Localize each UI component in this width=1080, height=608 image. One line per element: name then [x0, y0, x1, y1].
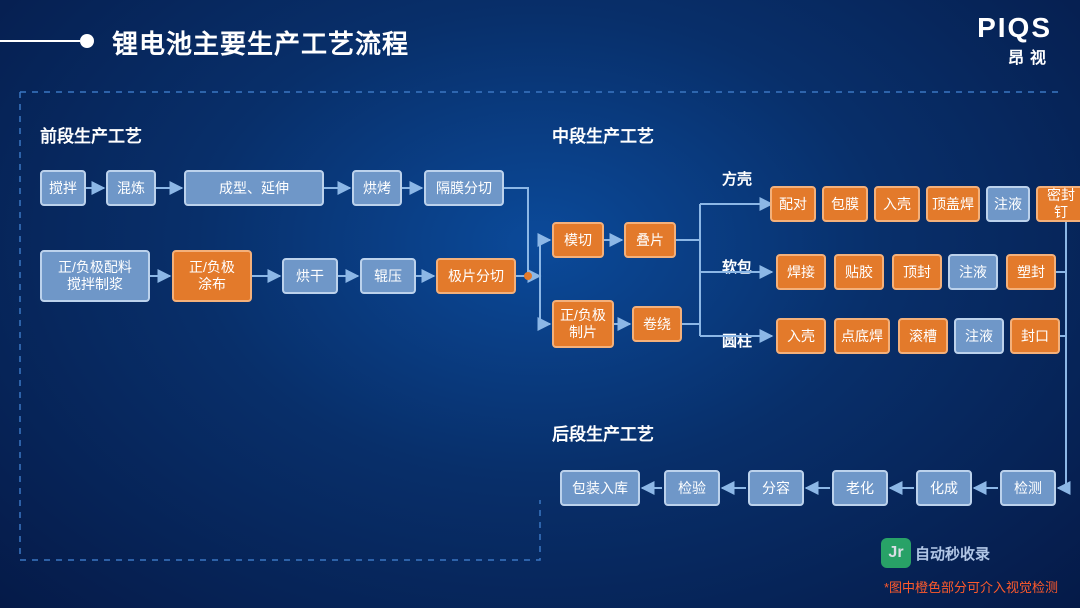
node-r2x: 贴胶 — [834, 254, 884, 290]
brand-logo-sub: 昂视 — [977, 44, 1052, 68]
node-hl: 混炼 — [106, 170, 156, 206]
page-title: 锂电池主要生产工艺流程 — [112, 24, 409, 61]
node-pl: 正/负极配料搅拌制浆 — [40, 250, 150, 302]
branch-fang: 方壳 — [722, 168, 752, 189]
node-fang2: 入壳 — [874, 186, 920, 222]
node-r3x: 顶封 — [892, 254, 942, 290]
node-r4x: 注液 — [948, 254, 998, 290]
node-fang4: 注液 — [986, 186, 1030, 222]
node-y2: 点底焊 — [834, 318, 890, 354]
node-b6: 包装入库 — [560, 470, 640, 506]
node-gmfq: 隔膜分切 — [424, 170, 504, 206]
node-jb: 搅拌 — [40, 170, 86, 206]
branch-yuan: 圆柱 — [722, 330, 752, 351]
node-jpfq: 极片分切 — [436, 258, 516, 294]
node-dp: 叠片 — [624, 222, 676, 258]
node-b4: 分容 — [748, 470, 804, 506]
header-rule — [0, 40, 80, 42]
node-zfjzp: 正/负极制片 — [552, 300, 614, 348]
brand-logo-text: PIQS — [977, 14, 1052, 42]
node-fang0: 配对 — [770, 186, 816, 222]
node-y1: 入壳 — [776, 318, 826, 354]
node-cxys: 成型、延伸 — [184, 170, 324, 206]
node-y5: 封口 — [1010, 318, 1060, 354]
section-front: 前段生产工艺 — [40, 122, 142, 147]
node-r1x: 焊接 — [776, 254, 826, 290]
node-hg: 烘干 — [282, 258, 338, 294]
branch-ruan: 软包 — [722, 256, 752, 277]
watermark-text: 自动秒收录 — [915, 543, 990, 564]
header-dot-icon — [80, 34, 94, 48]
node-fang1: 包膜 — [822, 186, 868, 222]
connector-layer — [0, 0, 1080, 608]
node-r5x: 塑封 — [1006, 254, 1056, 290]
footnote: *图中橙色部分可介入视觉检测 — [884, 577, 1058, 596]
node-jr: 卷绕 — [632, 306, 682, 342]
node-b1: 检测 — [1000, 470, 1056, 506]
node-tb: 正/负极涂布 — [172, 250, 252, 302]
node-fang5: 密封钉 — [1036, 186, 1080, 222]
node-b3: 老化 — [832, 470, 888, 506]
node-y3: 滚槽 — [898, 318, 948, 354]
section-mid: 中段生产工艺 — [552, 122, 654, 147]
node-fang3: 顶盖焊 — [926, 186, 980, 222]
node-gy: 辊压 — [360, 258, 416, 294]
section-back: 后段生产工艺 — [552, 420, 654, 445]
node-y4: 注液 — [954, 318, 1004, 354]
node-b5: 检验 — [664, 470, 720, 506]
watermark-icon: Jr — [881, 538, 911, 568]
node-mq: 模切 — [552, 222, 604, 258]
brand-logo: PIQS 昂视 — [977, 14, 1052, 68]
node-b2: 化成 — [916, 470, 972, 506]
watermark: Jr 自动秒收录 — [881, 538, 990, 568]
node-hk: 烘烤 — [352, 170, 402, 206]
